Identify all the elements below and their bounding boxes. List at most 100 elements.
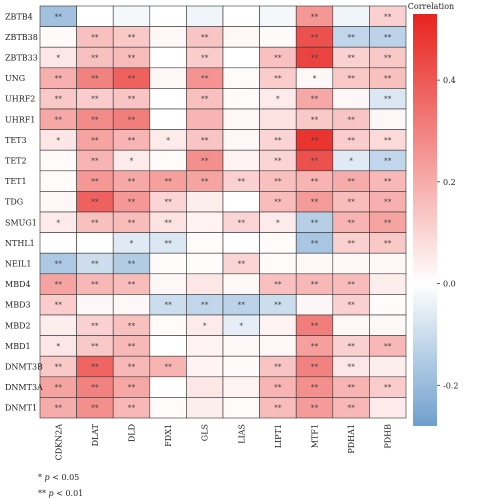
heatmap-cell	[332, 314, 370, 336]
heatmap-cell	[259, 314, 297, 336]
significance-mark: **	[201, 157, 209, 166]
significance-mark: **	[91, 33, 99, 42]
colorbar-tick-label: -0.2	[443, 381, 458, 390]
heatmap-cell	[222, 273, 260, 295]
heatmap-cell	[369, 314, 407, 336]
row-label: UHRF1	[5, 115, 35, 124]
footnote-p-symbol: p	[44, 473, 50, 482]
heatmap-cell	[222, 397, 260, 419]
significance-mark: **	[384, 54, 392, 63]
row-label: MBD2	[5, 321, 31, 330]
significance-mark: **	[311, 33, 319, 42]
significance-mark: **	[311, 95, 319, 104]
significance-mark: *	[203, 321, 207, 330]
significance-mark: **	[311, 157, 319, 166]
significance-mark: **	[201, 33, 209, 42]
significance-mark: **	[347, 198, 355, 207]
significance-mark: **	[384, 342, 392, 351]
significance-mark: **	[384, 218, 392, 227]
colorbar-tick-label: 0.4	[443, 76, 456, 85]
significance-mark: **	[201, 95, 209, 104]
significance-mark: **	[347, 342, 355, 351]
significance-mark: **	[55, 115, 63, 124]
significance-mark: **	[274, 280, 282, 289]
significance-mark: **	[347, 54, 355, 63]
significance-mark: *	[130, 157, 134, 166]
significance-mark: **	[201, 54, 209, 63]
heatmap-cell	[39, 314, 77, 336]
significance-mark: **	[384, 12, 392, 21]
significance-mark: **	[384, 383, 392, 392]
heatmap-cell	[222, 191, 260, 213]
row-label: SMUG1	[5, 218, 37, 227]
significance-mark: **	[201, 301, 209, 310]
significance-mark: **	[384, 177, 392, 186]
significance-mark: **	[201, 74, 209, 83]
row-label: MBD4	[5, 280, 31, 289]
significance-mark: **	[311, 342, 319, 351]
significance-mark: **	[347, 115, 355, 124]
heatmap-cell	[222, 108, 260, 130]
significance-mark: **	[311, 198, 319, 207]
significance-mark: **	[91, 404, 99, 413]
significance-mark: **	[274, 404, 282, 413]
heatmap-cell	[149, 149, 187, 172]
heatmap-cell	[186, 376, 224, 398]
significance-mark: *	[276, 95, 280, 104]
significance-mark: **	[384, 136, 392, 145]
heatmap-cell	[369, 355, 407, 378]
heatmap-cell	[222, 149, 260, 172]
significance-mark: **	[384, 239, 392, 248]
significance-mark: *	[276, 218, 280, 227]
significance-mark: *	[56, 342, 60, 351]
heatmap-cell	[222, 355, 260, 378]
heatmap-cell	[76, 294, 114, 316]
heatmap-cell	[222, 46, 260, 69]
heatmap-cell	[369, 252, 407, 275]
significance-mark: **	[164, 177, 172, 186]
heatmap-cell	[39, 149, 77, 172]
significance-mark: **	[55, 280, 63, 289]
significance-mark: **	[311, 177, 319, 186]
row-label: NEIL1	[5, 260, 31, 269]
row-label: ZBTB4	[5, 12, 33, 21]
significance-mark: **	[347, 33, 355, 42]
column-label: LIAS	[237, 424, 246, 444]
heatmap-cell	[259, 5, 297, 27]
significance-mark: **	[91, 95, 99, 104]
heatmap-cell	[222, 5, 260, 27]
significance-mark: **	[91, 136, 99, 145]
significance-mark: **	[128, 136, 136, 145]
heatmap-cell	[149, 67, 187, 89]
significance-mark: **	[274, 74, 282, 83]
significance-mark: **	[55, 383, 63, 392]
heatmap-cell	[222, 67, 260, 89]
row-label: MBD1	[5, 342, 31, 351]
column-label: PDHB	[384, 424, 393, 449]
significance-mark: *	[130, 239, 134, 248]
significance-mark: *	[166, 136, 170, 145]
colorbar-title: Correlation	[408, 2, 454, 11]
heatmap-cell	[222, 26, 260, 48]
significance-mark: **	[91, 74, 99, 83]
footnote-p-symbol: p	[48, 489, 54, 498]
colorbar	[413, 14, 437, 426]
significance-mark: **	[347, 383, 355, 392]
significance-mark: **	[311, 115, 319, 124]
heatmap-cell	[259, 335, 297, 357]
significance-mark: **	[347, 404, 355, 413]
heatmap-cell	[259, 232, 297, 254]
significance-mark: **	[91, 54, 99, 63]
significance-mark: **	[164, 198, 172, 207]
significance-mark: **	[311, 218, 319, 227]
footnote-double-star: ** p < 0.01	[38, 489, 83, 498]
significance-mark: *	[56, 218, 60, 227]
heatmap-cell	[222, 129, 260, 151]
heatmap-cell	[369, 397, 407, 419]
column-label: DLAT	[91, 423, 100, 446]
heatmap-cell	[186, 335, 224, 357]
significance-mark: **	[238, 218, 246, 227]
significance-mark: **	[128, 383, 136, 392]
significance-mark: **	[91, 157, 99, 166]
significance-mark: **	[128, 177, 136, 186]
